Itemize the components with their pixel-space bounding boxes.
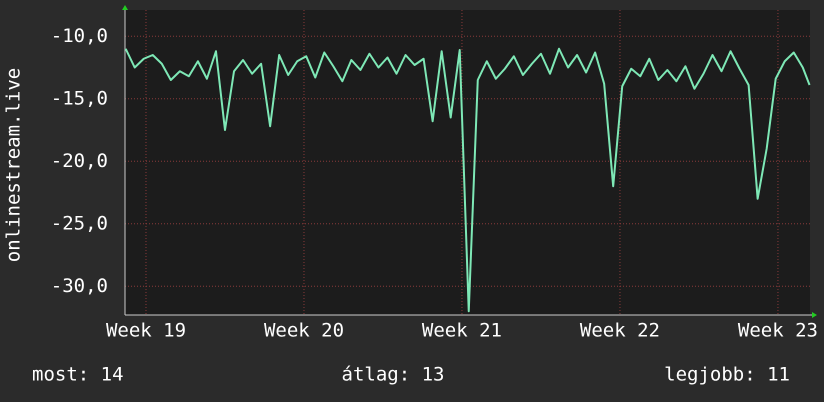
x-tick-label: Week 19	[106, 320, 186, 342]
y-tick-label: -25,0	[51, 212, 108, 234]
stat-average: átlag: 13	[342, 364, 445, 386]
data-line	[124, 47, 811, 313]
axis-arrow	[812, 312, 817, 318]
x-tick-label: Week 21	[422, 320, 502, 342]
y-tick-label: -15,0	[51, 87, 108, 109]
x-tick-label: Week 20	[264, 320, 344, 342]
stat-best: legjobb: 11	[664, 364, 790, 386]
y-tick-label: -20,0	[51, 150, 108, 172]
x-tick-label: Week 22	[580, 320, 660, 342]
y-tick-label: -10,0	[51, 25, 108, 47]
stat-current: most: 14	[32, 364, 124, 386]
y-axis-label: onlinestream.live	[3, 68, 25, 262]
axis-arrow	[122, 5, 128, 10]
x-tick-label: Week 23	[738, 320, 818, 342]
y-tick-label: -30,0	[51, 275, 108, 297]
